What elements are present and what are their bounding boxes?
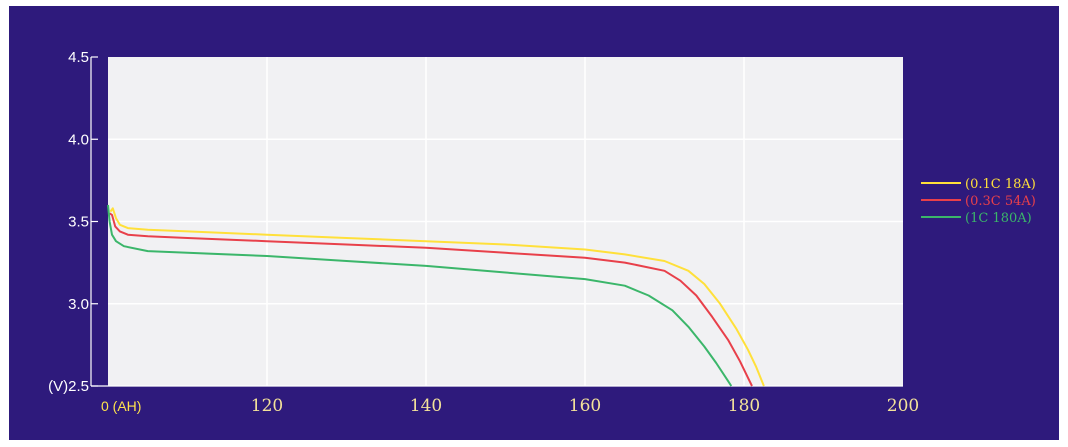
discharge-curve-chart: (V)2.5 3.0 3.5 4.0 4.5 0 (AH) 120 140 160 180 200 (… (48, 49, 1036, 416)
y-tick-label: (V)2.5 (48, 378, 89, 395)
series-line-3 (107, 204, 733, 387)
series-line-2 (109, 212, 753, 387)
y-tick-label: 4.5 (68, 49, 89, 66)
y-tick-label: 3.5 (68, 214, 89, 231)
y-tick-label: 3.0 (68, 296, 89, 313)
x-tick-label: 140 (410, 396, 442, 416)
legend-label-3: (1C 180A) (965, 211, 1032, 226)
x-tick-label: 120 (251, 396, 283, 416)
x-tick-label: 200 (887, 396, 919, 416)
series-line-1 (109, 207, 765, 387)
chart-frame: (V)2.5 3.0 3.5 4.0 4.5 0 (AH) 120 140 160 180 200 (… (9, 6, 1059, 440)
x-tick-label: 180 (728, 396, 760, 416)
legend-label-1: (0.1C 18A) (965, 177, 1036, 192)
x-tick-label: 160 (569, 396, 601, 416)
x-tick-label: 0 (AH) (101, 398, 141, 414)
legend-label-2: (0.3C 54A) (965, 194, 1036, 209)
y-tick-label: 4.0 (68, 131, 89, 148)
